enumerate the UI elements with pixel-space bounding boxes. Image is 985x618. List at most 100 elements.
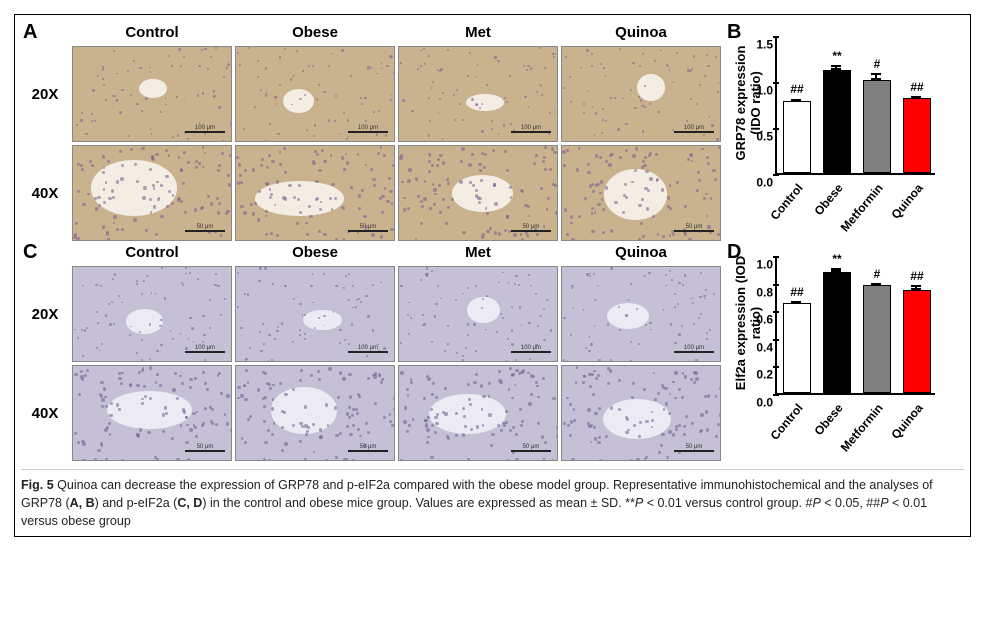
column-header: Obese [292, 244, 338, 261]
histology-image: 50 μm [72, 365, 232, 461]
bar [863, 80, 891, 173]
error-bar [915, 96, 917, 99]
caption-p2: P [812, 496, 820, 510]
histology-image: 50 μm [235, 365, 395, 461]
y-tick-label: 0.6 [755, 313, 773, 328]
column-header: Met [465, 24, 491, 41]
caption-p1-rest: < 0.01 versus control group. # [643, 496, 812, 510]
significance-label: ** [823, 252, 851, 266]
histology-image: 100 μm [398, 266, 558, 362]
chart-d-wrap: D ##**###Elf2a expression (IOD ratio)0.0… [721, 241, 951, 455]
panel-d-letter: D [727, 241, 741, 264]
histology-image: 100 μm [398, 46, 558, 142]
caption-text-2: ) and p-eIF2a ( [95, 496, 178, 510]
bar [903, 290, 931, 393]
column-header: Obese [292, 24, 338, 41]
error-bar [835, 268, 837, 272]
row-header: 40X [32, 405, 59, 422]
error-bar [795, 301, 797, 303]
histology-image: 100 μm [561, 46, 721, 142]
histology-image: 50 μm [72, 145, 232, 241]
scale-bar: 100 μm [348, 125, 388, 137]
bar [783, 101, 811, 173]
scale-bar: 100 μm [348, 345, 388, 357]
y-tick-label: 0.4 [755, 340, 773, 355]
panel-ab-row: A ControlObeseMetQuinoa20X100 μm100 μm10… [21, 21, 964, 241]
y-tick-label: 0.0 [755, 396, 773, 411]
chart-b: ##**###GRP78 expression (IDO ratio)0.00.… [721, 25, 951, 235]
panel-c-grid: Control Obese Met Quinoa 20X 100 μm 100 μm 100 … [21, 241, 721, 461]
panel-b-letter: B [727, 21, 741, 44]
scale-bar: 100 μm [185, 125, 225, 137]
column-header: Control [125, 24, 178, 41]
row-header: 40X [32, 185, 59, 202]
scale-bar: 100 μm [674, 345, 714, 357]
histology-image: 50 μm [398, 365, 558, 461]
bar [903, 98, 931, 173]
scale-bar: 50 μm [674, 444, 714, 456]
bar [823, 70, 851, 173]
scale-bar: 100 μm [185, 345, 225, 357]
histology-image: 100 μm [72, 46, 232, 142]
caption-text-3: ) in the control and obese mice group. V… [202, 496, 635, 510]
scale-bar: 50 μm [348, 444, 388, 456]
panel-a-grid-wrap: A ControlObeseMetQuinoa20X100 μm100 μm10… [21, 21, 721, 241]
caption-p3: P [880, 496, 888, 510]
scale-bar: 100 μm [674, 125, 714, 137]
column-header: Met [465, 244, 491, 261]
figure-caption: Fig. 5 Quinoa can decrease the expressio… [21, 469, 964, 530]
caption-fig-label: Fig. 5 [21, 478, 54, 492]
column-header: Quinoa [615, 244, 667, 261]
chart-d: ##**###Elf2a expression (IOD ratio)0.00.… [721, 245, 951, 455]
scale-bar: 50 μm [185, 444, 225, 456]
caption-panel-ab: A, B [70, 496, 95, 510]
scale-bar: 50 μm [185, 224, 225, 236]
significance-label: ## [903, 80, 931, 94]
figure-container: A ControlObeseMetQuinoa20X100 μm100 μm10… [14, 14, 971, 537]
scale-bar: 100 μm [511, 125, 551, 137]
scale-bar: 50 μm [511, 224, 551, 236]
scale-bar: 50 μm [674, 224, 714, 236]
y-tick-label: 0.2 [755, 368, 773, 383]
scale-bar: 50 μm [348, 224, 388, 236]
significance-label: ** [823, 49, 851, 63]
column-header: Quinoa [615, 24, 667, 41]
panel-c-letter: C [23, 241, 37, 264]
y-tick-label: 0.8 [755, 285, 773, 300]
y-axis-label: GRP78 expression (IDO ratio) [733, 33, 763, 173]
column-header: Control [125, 244, 178, 261]
y-tick-label: 0.0 [755, 176, 773, 191]
histology-image: 50 μm [561, 365, 721, 461]
histology-image: 50 μm [398, 145, 558, 241]
row-header: 20X [32, 86, 59, 103]
significance-label: # [863, 267, 891, 281]
error-bar [795, 99, 797, 102]
row-header: 20X [32, 306, 59, 323]
bar [783, 303, 811, 393]
panel-a-grid: Control Obese Met Quinoa 20X 100 μm 100 μm 100 … [21, 21, 721, 241]
panel-c-grid-wrap: C Control Obese Met Quinoa 20X 100 μm 100 μm 10… [21, 241, 721, 461]
chart-b-wrap: B ##**###GRP78 expression (IDO ratio)0.0… [721, 21, 951, 235]
y-tick-label: 0.5 [755, 130, 773, 145]
error-bar [875, 73, 877, 80]
significance-label: ## [903, 269, 931, 283]
chart-plot-area: ##**### [775, 37, 935, 175]
chart-plot-area: ##**### [775, 257, 935, 395]
scale-bar: 50 μm [511, 444, 551, 456]
error-bar [915, 285, 917, 291]
error-bar [835, 65, 837, 70]
y-tick-label: 1.0 [755, 84, 773, 99]
y-tick-label: 1.5 [755, 38, 773, 53]
caption-p2-rest: < 0.05, ## [821, 496, 880, 510]
figure-main: A ControlObeseMetQuinoa20X100 μm100 μm10… [21, 21, 964, 530]
error-bar [875, 283, 877, 285]
bar [863, 285, 891, 393]
panel-cd-row: C Control Obese Met Quinoa 20X 100 μm 100 μm 10… [21, 241, 964, 461]
significance-label: ## [783, 285, 811, 299]
significance-label: ## [783, 82, 811, 96]
histology-image: 50 μm [235, 145, 395, 241]
histology-image: 50 μm [561, 145, 721, 241]
histology-image: 100 μm [561, 266, 721, 362]
significance-label: # [863, 57, 891, 71]
histology-image: 100 μm [72, 266, 232, 362]
